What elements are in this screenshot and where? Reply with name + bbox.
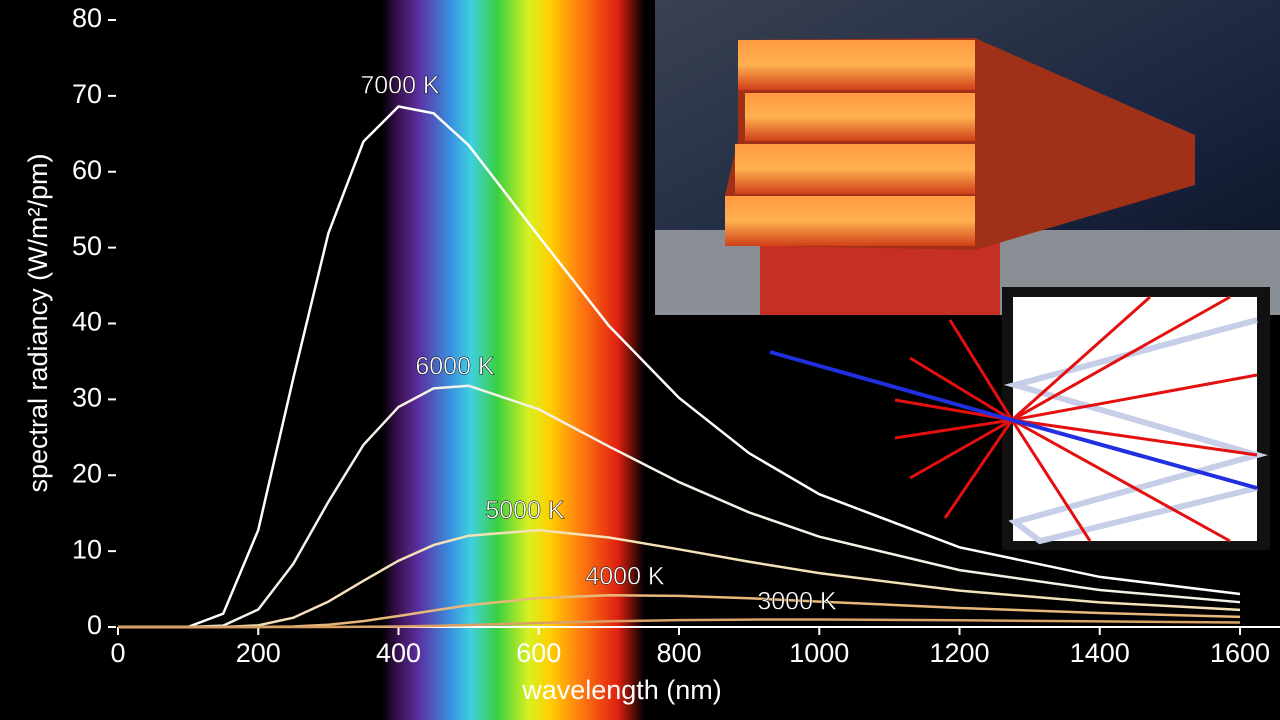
x-tick-label: 1600 [1210,638,1270,668]
curve [118,384,1241,629]
y-tick-label: 50 [72,231,102,261]
curve [117,105,1241,629]
curve-label: 5000 K [485,497,565,525]
y-tick-label: 30 [72,383,102,413]
x-tick-label: 200 [236,638,281,668]
x-tick-label: 600 [516,638,561,668]
x-tick-label: 800 [656,638,701,668]
curve-label: 4000 K [585,563,665,591]
x-axis-label: wavelength (nm) [521,675,722,705]
x-tick-label: 400 [376,638,421,668]
curve-label: 7000 K [360,72,440,100]
y-tick-label: 60 [72,155,102,185]
curve-label: 3000 K [757,588,837,616]
x-tick-label: 0 [110,638,125,668]
curve-label: 6000 K [415,353,495,381]
y-axis-label: spectral radiancy (W/m²/pm) [23,153,53,492]
y-tick-label: 0 [87,610,102,640]
curve [118,618,1241,629]
y-tick-label: 10 [72,534,102,564]
x-tick-label: 1000 [789,638,849,668]
y-tick-label: 20 [72,458,102,488]
y-tick-label: 40 [72,307,102,337]
y-tick-label: 70 [72,79,102,109]
x-tick-label: 1400 [1070,638,1130,668]
curve [118,528,1241,629]
x-tick-label: 1200 [929,638,989,668]
reflection-diagram [769,287,1270,550]
y-tick-label: 80 [72,3,102,33]
photo [655,0,1280,315]
